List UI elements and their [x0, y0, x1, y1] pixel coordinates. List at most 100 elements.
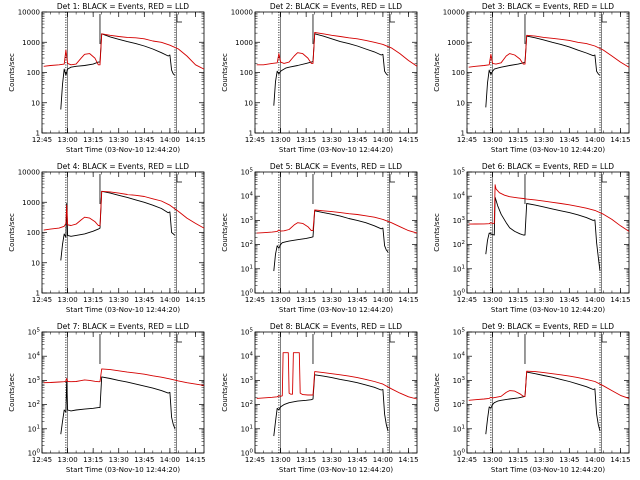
x-tick-label: 13:00 [482, 456, 502, 464]
plot-frame [254, 331, 418, 454]
x-tick-label: 14:15 [610, 456, 630, 464]
y-axis-label: Counts/sec [8, 213, 16, 252]
y-tick-label: 104 [28, 352, 41, 361]
y-tick-label: 100 [28, 449, 41, 458]
y-tick-label: 102 [28, 400, 40, 409]
marker-bracket [176, 14, 183, 23]
plot-frame [466, 171, 630, 294]
x-tick-label: 14:15 [610, 296, 630, 304]
series-line-lld [468, 370, 630, 401]
x-tick-label: 13:45 [559, 456, 579, 464]
x-tick-label: 13:00 [482, 296, 502, 304]
panel-title: Det 6: BLACK = Events, RED = LLD [482, 162, 614, 171]
x-tick-label: 13:15 [508, 296, 528, 304]
x-tick-label: 13:15 [296, 456, 316, 464]
x-tick-label: 13:00 [270, 456, 290, 464]
series-line-events [485, 196, 601, 272]
x-tick-label: 13:30 [109, 456, 129, 464]
y-tick-label: 1000 [447, 39, 465, 47]
y-tick-label: 101 [241, 424, 253, 433]
x-axis-label: Start Time (03-Nov-10 12:44:20) [66, 466, 180, 474]
x-tick-label: 14:00 [585, 136, 605, 144]
y-tick-label: 103 [453, 216, 466, 225]
y-tick-label: 101 [28, 424, 40, 433]
x-tick-label: 13:00 [270, 136, 290, 144]
y-tick-label: 105 [453, 168, 466, 177]
y-tick-label: 1000 [22, 199, 40, 207]
y-tick-label: 104 [453, 192, 466, 201]
y-tick-label: 100 [27, 69, 40, 77]
y-tick-label: 10000 [18, 169, 40, 177]
x-tick-label: 12:45 [32, 296, 52, 304]
series-line-events [60, 376, 176, 435]
y-tick-label: 105 [241, 168, 254, 177]
marker-bracket [389, 14, 396, 23]
panel-det-2: Det 2: BLACK = Events, RED = LLD 1 10 100 10… [221, 2, 419, 154]
x-tick-label: 14:00 [373, 456, 393, 464]
x-tick-label: 13:00 [57, 296, 77, 304]
y-tick-label: 1000 [22, 39, 40, 47]
y-tick-label: 1 [36, 290, 40, 298]
x-tick-label: 14:00 [160, 296, 180, 304]
panel-title: Det 9: BLACK = Events, RED = LLD [482, 322, 614, 331]
x-tick-label: 13:15 [296, 136, 316, 144]
x-tick-label: 14:00 [585, 456, 605, 464]
panel-title: Det 8: BLACK = Events, RED = LLD [270, 322, 402, 331]
panel-det-3: Det 3: BLACK = Events, RED = LLD 1 10 100 10… [433, 2, 631, 154]
x-tick-label: 13:30 [109, 296, 129, 304]
x-tick-label: 12:45 [32, 456, 52, 464]
y-tick-label: 10000 [443, 9, 465, 17]
y-tick-label: 10 [244, 99, 253, 107]
y-tick-label: 102 [241, 240, 253, 249]
marker-bracket [601, 174, 608, 183]
x-tick-label: 13:45 [559, 136, 579, 144]
marker-bracket [176, 174, 183, 183]
y-tick-label: 102 [453, 240, 465, 249]
marker-bracket [601, 14, 608, 23]
marker-bracket [176, 334, 183, 343]
x-tick-label: 12:45 [245, 136, 265, 144]
y-tick-label: 10000 [18, 9, 40, 17]
y-tick-label: 102 [241, 400, 253, 409]
x-tick-label: 13:30 [534, 456, 554, 464]
panel-title: Det 2: BLACK = Events, RED = LLD [270, 2, 402, 11]
x-tick-label: 13:30 [109, 136, 129, 144]
x-tick-label: 14:15 [610, 136, 630, 144]
x-tick-label: 13:45 [134, 136, 154, 144]
x-tick-label: 14:00 [373, 136, 393, 144]
series-line-lld [468, 34, 630, 68]
y-tick-label: 101 [453, 424, 465, 433]
x-tick-label: 14:15 [398, 456, 418, 464]
x-tick-label: 13:45 [134, 456, 154, 464]
x-tick-label: 13:30 [322, 296, 342, 304]
y-tick-label: 10000 [231, 9, 253, 17]
x-tick-label: 14:15 [185, 456, 205, 464]
series-line-lld [468, 184, 630, 232]
panel-det-8: Det 8: BLACK = Events, RED = LLD 100 101 10… [221, 322, 419, 474]
y-axis-label: Counts/sec [433, 53, 441, 92]
x-tick-label: 14:00 [160, 456, 180, 464]
x-tick-label: 12:45 [245, 296, 265, 304]
x-tick-label: 13:15 [83, 136, 103, 144]
y-tick-label: 104 [241, 352, 254, 361]
y-tick-label: 102 [453, 400, 465, 409]
series-line-lld [43, 190, 205, 231]
y-tick-label: 103 [28, 376, 41, 385]
x-tick-label: 14:00 [160, 136, 180, 144]
series-line-events [273, 33, 389, 106]
y-tick-label: 101 [241, 264, 253, 273]
y-tick-label: 104 [241, 192, 254, 201]
y-axis-label: Counts/sec [221, 213, 229, 252]
x-tick-label: 13:45 [134, 296, 154, 304]
y-tick-label: 10 [31, 99, 40, 107]
x-tick-label: 14:15 [398, 296, 418, 304]
plot-frame [254, 171, 418, 294]
x-tick-label: 13:00 [57, 456, 77, 464]
panel-det-4: Det 4: BLACK = Events, RED = LLD 1 10 100 10… [8, 162, 206, 314]
x-axis-label: Start Time (03-Nov-10 12:44:20) [491, 306, 605, 314]
y-axis-label: Counts/sec [433, 373, 441, 412]
x-tick-label: 13:45 [347, 136, 367, 144]
y-tick-label: 105 [453, 328, 466, 337]
panel-det-1: Det 1: BLACK = Events, RED = LLD 1 10 100 10… [8, 2, 206, 154]
